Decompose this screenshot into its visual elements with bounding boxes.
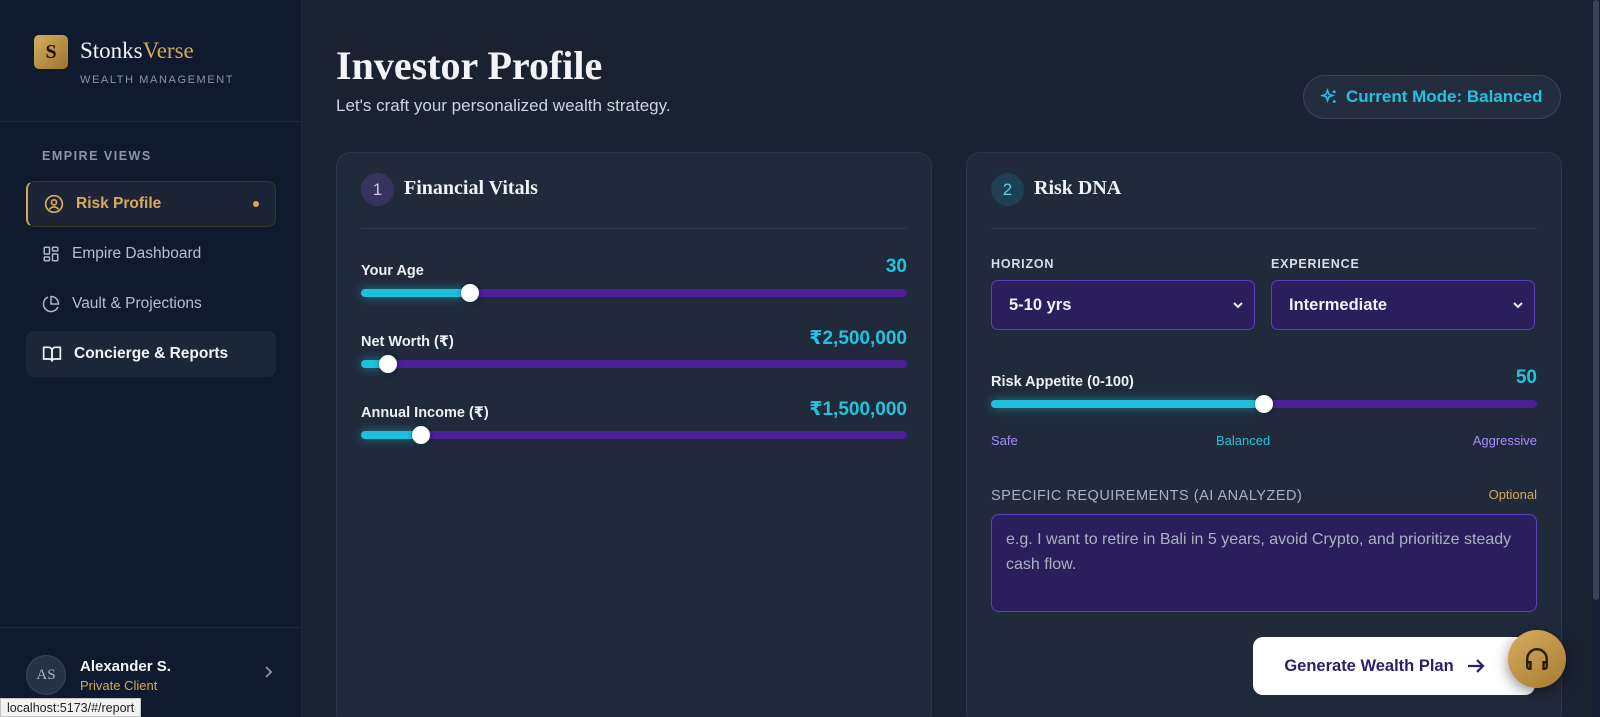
experience-select[interactable]: Intermediate: [1271, 280, 1535, 330]
age-value: 30: [885, 256, 907, 277]
book-open-icon: [42, 346, 62, 362]
page-subtitle: Let's craft your personalized wealth str…: [336, 96, 671, 115]
requirements-textarea[interactable]: e.g. I want to retire in Bali in 5 years…: [991, 514, 1537, 612]
step-number: 2: [991, 173, 1024, 206]
risk-appetite-label: Risk Appetite (0-100): [991, 374, 1134, 390]
risk-appetite-value: 50: [1515, 367, 1537, 388]
optional-tag: Optional: [1488, 487, 1537, 502]
page-scrollbar[interactable]: [1592, 0, 1600, 717]
net-worth-label: Net Worth (₹): [361, 334, 454, 350]
arrow-right-icon: [1467, 659, 1485, 673]
sidebar-item-label: Empire Dashboard: [72, 245, 202, 262]
active-indicator-dot: [253, 201, 259, 207]
risk-appetite-slider[interactable]: [991, 395, 1537, 413]
sparkles-icon: [1320, 88, 1336, 104]
current-mode-badge[interactable]: Current Mode: Balanced: [1303, 75, 1561, 119]
scale-label-aggressive: Aggressive: [1472, 433, 1537, 448]
net-worth-value: ₹2,500,000: [809, 328, 907, 349]
avatar[interactable]: AS: [26, 655, 66, 695]
brand-logo[interactable]: S: [34, 35, 68, 69]
sidebar-item-label: Concierge & Reports: [74, 345, 229, 362]
pie-chart-icon: [42, 295, 60, 313]
support-chat-button[interactable]: [1508, 630, 1566, 688]
slider-thumb[interactable]: [1255, 395, 1273, 413]
slider-thumb[interactable]: [379, 355, 398, 373]
horizon-select[interactable]: 5-10 yrs: [991, 280, 1255, 330]
horizon-selected-value: 5-10 yrs: [1009, 295, 1072, 314]
chevron-right-icon[interactable]: [262, 665, 274, 679]
net-worth-slider[interactable]: [361, 355, 907, 373]
scale-label-safe: Safe: [991, 433, 1018, 448]
card-header: 2 Risk DNA: [991, 173, 1537, 229]
sidebar-item-label: Risk Profile: [76, 195, 162, 212]
user-role: Private Client: [80, 678, 158, 693]
status-bar-url: localhost:5173/#/report: [0, 698, 142, 717]
grid-icon: [43, 246, 59, 262]
experience-label: EXPERIENCE: [1271, 257, 1360, 271]
horizon-label: HORIZON: [991, 257, 1055, 271]
generate-wealth-plan-button[interactable]: Generate Wealth Plan: [1253, 637, 1535, 695]
sidebar-item-vault-projections[interactable]: Vault & Projections: [26, 281, 276, 327]
experience-selected-value: Intermediate: [1289, 295, 1388, 314]
slider-fill: [361, 289, 471, 297]
brand: S StonksVerse WEALTH MANAGEMENT: [0, 0, 301, 122]
annual-income-value: ₹1,500,000: [809, 399, 907, 420]
nav-heading: EMPIRE VIEWS: [42, 149, 152, 163]
slider-thumb[interactable]: [412, 426, 431, 444]
user-profile-block[interactable]: AS Alexander S. Private Client: [0, 627, 302, 717]
sidebar: S StonksVerse WEALTH MANAGEMENT EMPIRE V…: [0, 0, 302, 717]
age-slider[interactable]: [361, 284, 907, 302]
headphones-icon: [1526, 648, 1548, 670]
chevron-down-icon: [1513, 302, 1523, 309]
card-header: 1 Financial Vitals: [361, 173, 907, 229]
main-content: Investor Profile Let's craft your person…: [302, 0, 1600, 717]
scale-label-balanced: Balanced: [1216, 433, 1271, 448]
brand-subtitle: WEALTH MANAGEMENT: [80, 74, 235, 86]
step-number: 1: [361, 173, 394, 206]
risk-dna-card: 2 Risk DNA HORIZON 5-10 yrs EXPERIENCE I…: [966, 152, 1562, 717]
card-title: Risk DNA: [1034, 177, 1122, 199]
page-title: Investor Profile: [336, 43, 603, 88]
slider-fill: [991, 400, 1264, 408]
generate-button-label: Generate Wealth Plan: [1284, 656, 1454, 675]
sidebar-item-concierge-reports[interactable]: Concierge & Reports: [26, 331, 276, 377]
requirements-label: SPECIFIC REQUIREMENTS (AI ANALYZED): [991, 488, 1303, 504]
brand-name: StonksVerse: [80, 38, 194, 64]
sidebar-item-empire-dashboard[interactable]: Empire Dashboard: [26, 231, 276, 277]
annual-income-label: Annual Income (₹): [361, 405, 489, 421]
user-circle-icon: [44, 194, 64, 214]
sidebar-item-risk-profile[interactable]: Risk Profile: [26, 181, 276, 227]
annual-income-slider[interactable]: [361, 426, 907, 444]
financial-vitals-card: 1 Financial Vitals Your Age 30 Net Worth…: [336, 152, 932, 717]
user-name: Alexander S.: [80, 658, 171, 675]
age-label: Your Age: [361, 263, 424, 279]
brand-name-part1: Stonks: [80, 38, 143, 63]
sidebar-item-label: Vault & Projections: [72, 295, 202, 312]
card-title: Financial Vitals: [404, 177, 538, 199]
scrollbar-thumb[interactable]: [1593, 0, 1599, 600]
slider-fill: [361, 431, 422, 439]
current-mode-label: Current Mode: Balanced: [1346, 87, 1543, 106]
slider-thumb[interactable]: [461, 284, 480, 302]
brand-name-part2: Verse: [142, 38, 194, 63]
chevron-down-icon: [1233, 302, 1243, 309]
slider-fill: [361, 360, 389, 368]
